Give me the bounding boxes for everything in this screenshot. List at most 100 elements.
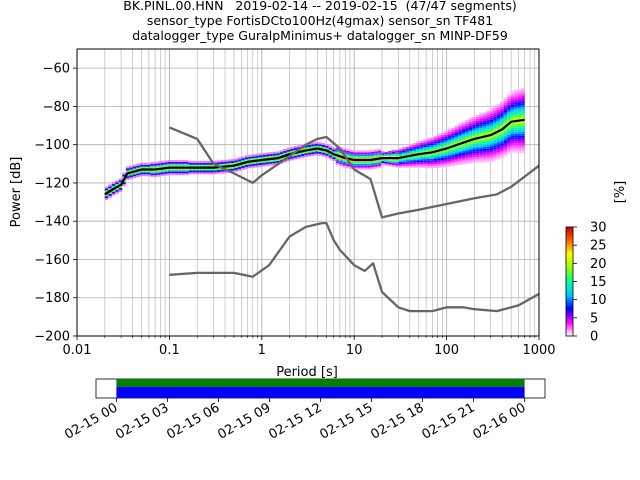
x-tick-label: 1000 bbox=[522, 343, 555, 358]
density-cell bbox=[367, 150, 371, 153]
density-cell bbox=[482, 131, 487, 134]
density-cell bbox=[216, 171, 221, 174]
density-cell bbox=[517, 118, 522, 121]
density-cell bbox=[444, 130, 448, 133]
density-cell bbox=[363, 167, 368, 170]
density-cell bbox=[129, 175, 133, 178]
density-cell bbox=[468, 123, 473, 126]
density-cell bbox=[125, 178, 130, 180]
density-cell bbox=[510, 129, 515, 132]
density-cell bbox=[489, 154, 494, 157]
timeline-tick-label: 02-15 03 bbox=[113, 400, 171, 442]
density-cell bbox=[482, 139, 487, 142]
density-cell bbox=[514, 118, 518, 121]
density-cell bbox=[458, 153, 462, 156]
density-cell bbox=[521, 103, 525, 106]
density-cell bbox=[482, 127, 487, 130]
density-cell bbox=[332, 159, 336, 162]
density-cell bbox=[500, 104, 504, 107]
density-cell bbox=[108, 184, 112, 187]
density-cell bbox=[192, 160, 196, 163]
density-cell bbox=[356, 165, 361, 168]
density-cell bbox=[493, 114, 497, 117]
density-cell bbox=[115, 184, 119, 186]
density-cell bbox=[500, 110, 504, 113]
y-tick-label: −60 bbox=[43, 62, 70, 77]
density-cell bbox=[430, 147, 434, 150]
density-cell bbox=[272, 159, 277, 162]
density-cell bbox=[195, 172, 200, 175]
density-cell bbox=[248, 158, 252, 161]
density-cell bbox=[465, 123, 469, 126]
density-cell bbox=[472, 145, 476, 148]
density-cell bbox=[514, 97, 518, 100]
colorbar-tick-label: 20 bbox=[590, 257, 607, 272]
density-cell bbox=[451, 160, 455, 163]
density-cell bbox=[279, 157, 284, 160]
density-cell bbox=[258, 164, 263, 167]
density-cell bbox=[160, 164, 165, 167]
density-cell bbox=[486, 150, 490, 153]
density-cell bbox=[514, 131, 518, 134]
density-cell bbox=[437, 144, 441, 147]
density-cell bbox=[503, 110, 508, 113]
density-cell bbox=[486, 137, 490, 140]
density-cell bbox=[216, 168, 221, 171]
density-cell bbox=[346, 164, 350, 167]
density-cell bbox=[500, 118, 504, 121]
density-cell bbox=[244, 163, 249, 166]
density-cell bbox=[493, 137, 497, 140]
density-cell bbox=[447, 153, 452, 156]
density-cell bbox=[489, 112, 494, 114]
density-cell bbox=[202, 168, 207, 171]
density-cell bbox=[342, 150, 347, 153]
density-cell bbox=[479, 158, 483, 161]
density-cell bbox=[160, 160, 165, 163]
density-cell bbox=[475, 151, 480, 154]
density-cell bbox=[118, 187, 123, 190]
density-cell bbox=[468, 148, 473, 151]
density-cell bbox=[500, 143, 504, 146]
density-cell bbox=[454, 127, 459, 130]
density-cell bbox=[493, 126, 497, 129]
density-cell bbox=[493, 151, 497, 154]
density-cell bbox=[118, 182, 123, 185]
density-cell bbox=[398, 160, 403, 163]
density-cell bbox=[486, 139, 490, 142]
y-tick-label: −120 bbox=[34, 176, 70, 191]
density-cell bbox=[465, 121, 469, 124]
density-cell bbox=[419, 146, 424, 149]
density-cell bbox=[171, 161, 175, 164]
colorbar-tick-label: 30 bbox=[590, 221, 607, 236]
density-cell bbox=[339, 160, 343, 163]
density-cell bbox=[482, 158, 487, 161]
density-cell bbox=[447, 134, 452, 137]
density-cell bbox=[472, 128, 476, 131]
density-cell bbox=[416, 158, 420, 161]
density-cell bbox=[202, 164, 207, 167]
density-cell bbox=[108, 193, 112, 196]
density-cell bbox=[465, 129, 469, 132]
density-cell bbox=[199, 168, 203, 171]
density-cell bbox=[199, 172, 203, 175]
density-cell bbox=[451, 129, 455, 132]
density-cell bbox=[458, 163, 462, 166]
density-cell bbox=[514, 133, 518, 136]
density-cell bbox=[332, 155, 336, 158]
density-cell bbox=[188, 168, 193, 171]
density-cell bbox=[514, 114, 518, 117]
density-cell bbox=[521, 114, 525, 117]
density-cell bbox=[122, 174, 126, 177]
density-cell bbox=[209, 162, 214, 165]
density-cell bbox=[353, 161, 357, 164]
density-cell bbox=[377, 166, 382, 169]
density-cell bbox=[332, 147, 336, 150]
density-cell bbox=[213, 168, 217, 171]
density-cell bbox=[146, 170, 151, 173]
density-cell bbox=[440, 142, 445, 145]
density-cell bbox=[349, 161, 354, 164]
density-cell bbox=[517, 150, 522, 153]
density-cell bbox=[412, 146, 417, 149]
density-cell bbox=[496, 123, 501, 126]
density-cell bbox=[475, 156, 480, 159]
